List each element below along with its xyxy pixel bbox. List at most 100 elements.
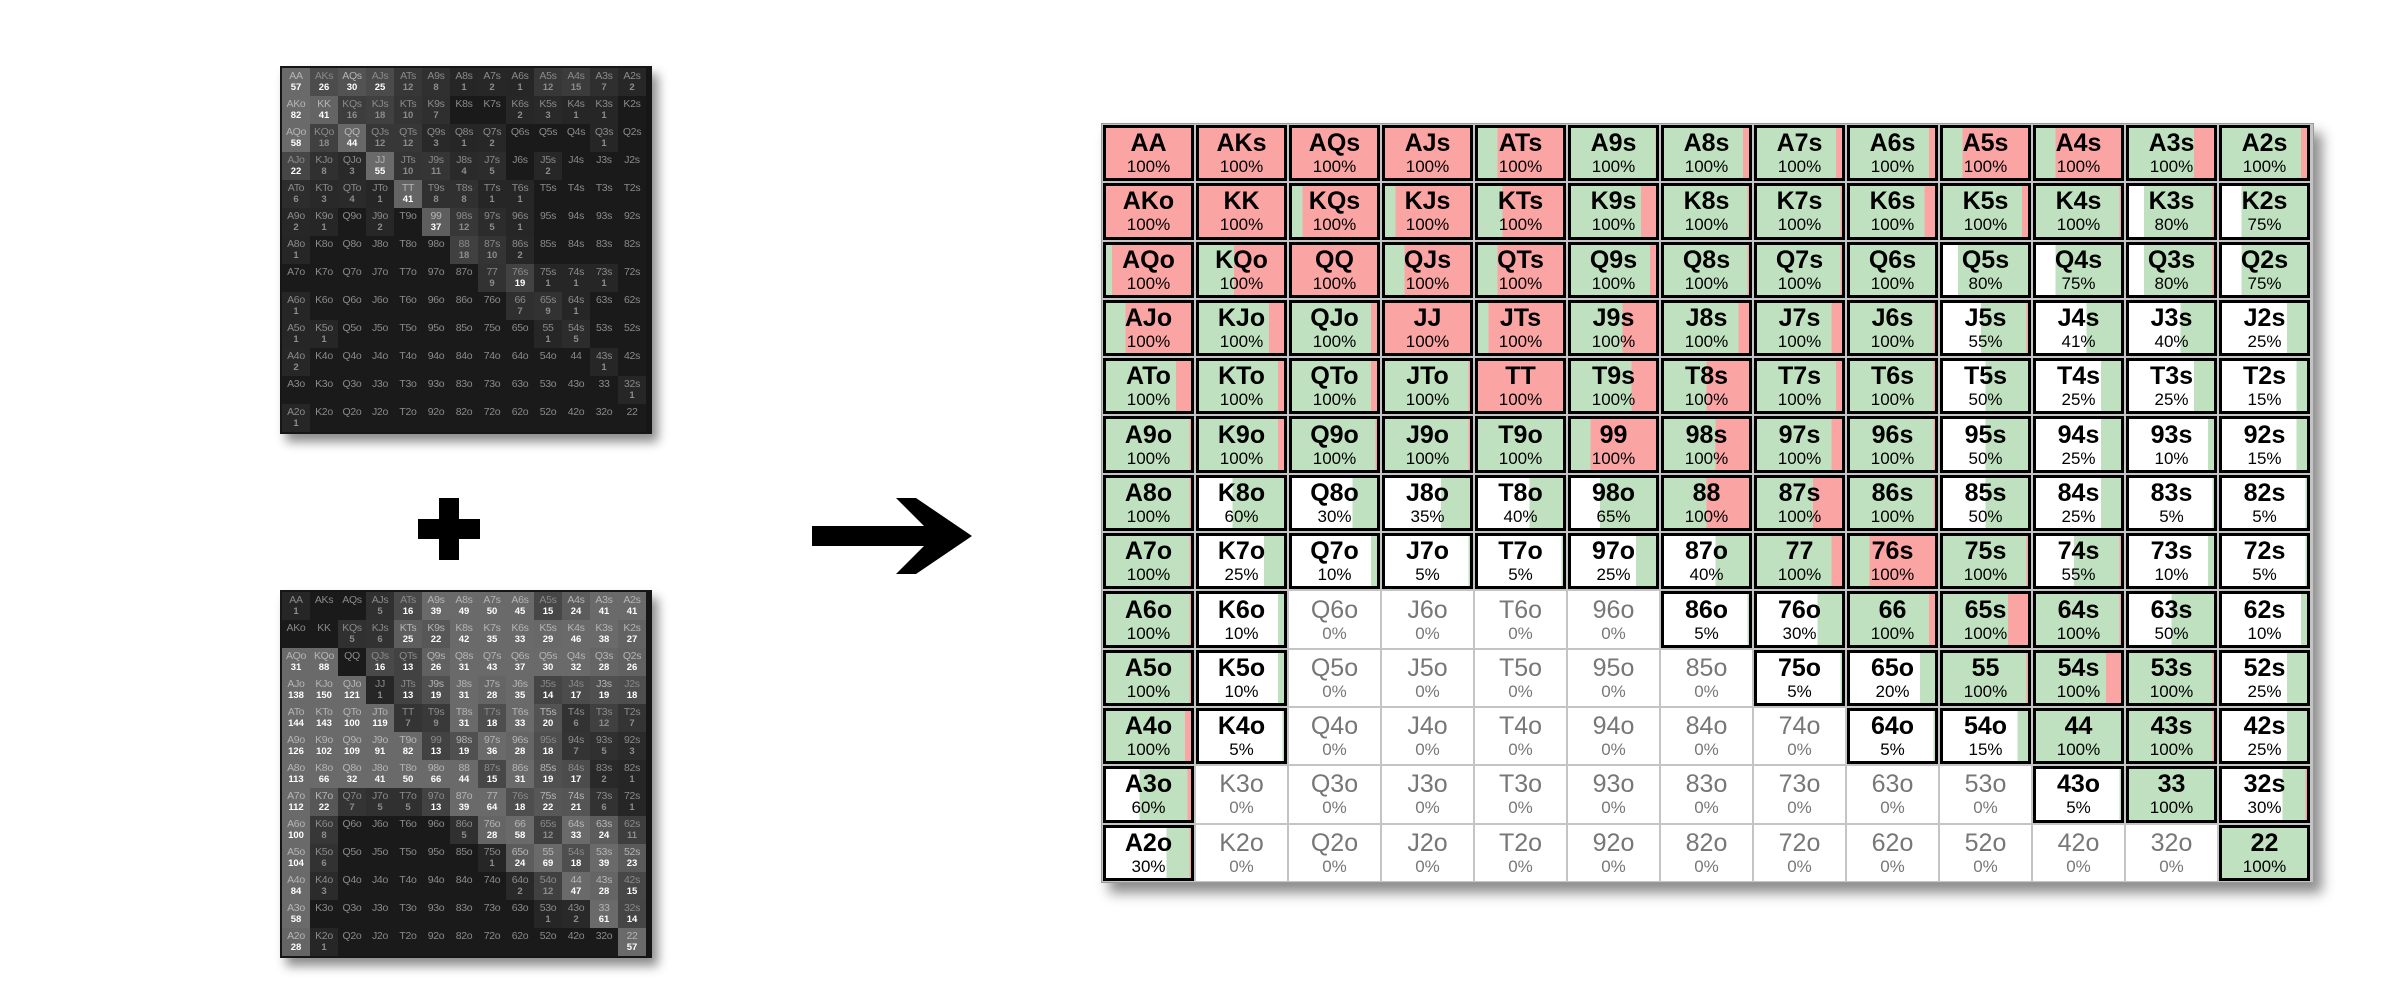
range-cell[interactable]: Q8o 30%: [1288, 473, 1381, 533]
range-cell[interactable]: 22 100%: [2218, 823, 2311, 882]
range-cell[interactable]: A9s 100%: [1567, 124, 1660, 183]
range-cell[interactable]: 88 100%: [1660, 473, 1753, 533]
range-cell[interactable]: Q5o 0%: [1288, 648, 1381, 707]
range-cell[interactable]: 99 100%: [1567, 415, 1660, 474]
range-cell[interactable]: AKo 100%: [1102, 182, 1195, 241]
range-cell[interactable]: QTo 100%: [1288, 357, 1381, 416]
range-cell[interactable]: 93s 10%: [2125, 415, 2218, 474]
range-cell[interactable]: 82o 0%: [1660, 823, 1753, 882]
range-cell[interactable]: 53o 0%: [1939, 765, 2032, 824]
range-cell[interactable]: KK 100%: [1195, 182, 1288, 241]
range-cell[interactable]: 86o 5%: [1660, 590, 1753, 649]
range-cell[interactable]: J9s 100%: [1567, 298, 1660, 358]
range-cell[interactable]: AJs 100%: [1381, 124, 1474, 183]
range-cell[interactable]: JTs 100%: [1474, 298, 1567, 358]
range-cell[interactable]: J3s 40%: [2125, 298, 2218, 358]
range-cell[interactable]: 97s 100%: [1753, 415, 1846, 474]
range-cell[interactable]: 77 100%: [1753, 532, 1846, 591]
range-cell[interactable]: A6o 100%: [1102, 590, 1195, 649]
range-cell[interactable]: 53s 100%: [2125, 648, 2218, 707]
range-cell[interactable]: 64s 100%: [2032, 590, 2125, 649]
range-cell[interactable]: 73s 10%: [2125, 532, 2218, 591]
range-cell[interactable]: 92o 0%: [1567, 823, 1660, 882]
range-cell[interactable]: T9s 100%: [1567, 357, 1660, 416]
range-cell[interactable]: K8s 100%: [1660, 182, 1753, 241]
range-cell[interactable]: 43s 100%: [2125, 706, 2218, 766]
range-cell[interactable]: J7s 100%: [1753, 298, 1846, 358]
range-cell[interactable]: T9o 100%: [1474, 415, 1567, 474]
range-cell[interactable]: A5s 100%: [1939, 124, 2032, 183]
range-cell[interactable]: T7o 5%: [1474, 532, 1567, 591]
range-cell[interactable]: QTs 100%: [1474, 240, 1567, 299]
range-cell[interactable]: AQo 100%: [1102, 240, 1195, 299]
range-cell[interactable]: 42o 0%: [2032, 823, 2125, 882]
range-cell[interactable]: K9o 100%: [1195, 415, 1288, 474]
range-cell[interactable]: K2s 75%: [2218, 182, 2311, 241]
range-cell[interactable]: T6o 0%: [1474, 590, 1567, 649]
range-cell[interactable]: Q5s 80%: [1939, 240, 2032, 299]
range-cell[interactable]: 87o 40%: [1660, 532, 1753, 591]
range-cell[interactable]: 83s 5%: [2125, 473, 2218, 533]
range-cell[interactable]: 95o 0%: [1567, 648, 1660, 707]
range-cell[interactable]: T4o 0%: [1474, 706, 1567, 766]
range-cell[interactable]: A4s 100%: [2032, 124, 2125, 183]
range-cell[interactable]: T3o 0%: [1474, 765, 1567, 824]
range-cell[interactable]: J8s 100%: [1660, 298, 1753, 358]
range-cell[interactable]: JTo 100%: [1381, 357, 1474, 416]
range-cell[interactable]: J7o 5%: [1381, 532, 1474, 591]
range-cell[interactable]: A3o 60%: [1102, 765, 1195, 824]
range-cell[interactable]: T6s 100%: [1846, 357, 1939, 416]
range-cell[interactable]: A7o 100%: [1102, 532, 1195, 591]
range-cell[interactable]: A7s 100%: [1753, 124, 1846, 183]
range-cell[interactable]: J9o 100%: [1381, 415, 1474, 474]
range-cell[interactable]: A6s 100%: [1846, 124, 1939, 183]
range-cell[interactable]: 54s 100%: [2032, 648, 2125, 707]
range-cell[interactable]: TT 100%: [1474, 357, 1567, 416]
range-cell[interactable]: 52o 0%: [1939, 823, 2032, 882]
range-cell[interactable]: T8s 100%: [1660, 357, 1753, 416]
range-cell[interactable]: 84s 25%: [2032, 473, 2125, 533]
range-cell[interactable]: 55 100%: [1939, 648, 2032, 707]
range-cell[interactable]: K7s 100%: [1753, 182, 1846, 241]
range-cell[interactable]: 94o 0%: [1567, 706, 1660, 766]
range-cell[interactable]: ATs 100%: [1474, 124, 1567, 183]
range-cell[interactable]: AJo 100%: [1102, 298, 1195, 358]
range-cell[interactable]: Q3s 80%: [2125, 240, 2218, 299]
range-cell[interactable]: 82s 5%: [2218, 473, 2311, 533]
range-cell[interactable]: 76o 30%: [1753, 590, 1846, 649]
range-cell[interactable]: J5s 55%: [1939, 298, 2032, 358]
range-cell[interactable]: T2o 0%: [1474, 823, 1567, 882]
range-cell[interactable]: A5o 100%: [1102, 648, 1195, 707]
range-cell[interactable]: J2o 0%: [1381, 823, 1474, 882]
range-cell[interactable]: AQs 100%: [1288, 124, 1381, 183]
range-cell[interactable]: Q8s 100%: [1660, 240, 1753, 299]
range-cell[interactable]: AA 100%: [1102, 124, 1195, 183]
range-cell[interactable]: 62s 10%: [2218, 590, 2311, 649]
range-cell[interactable]: Q6s 100%: [1846, 240, 1939, 299]
range-cell[interactable]: 72s 5%: [2218, 532, 2311, 591]
range-cell[interactable]: 43o 5%: [2032, 765, 2125, 824]
range-cell[interactable]: J4o 0%: [1381, 706, 1474, 766]
range-cell[interactable]: 94s 25%: [2032, 415, 2125, 474]
range-cell[interactable]: 44 100%: [2032, 706, 2125, 766]
range-cell[interactable]: Q4s 75%: [2032, 240, 2125, 299]
range-cell[interactable]: 75s 100%: [1939, 532, 2032, 591]
range-cell[interactable]: KTo 100%: [1195, 357, 1288, 416]
range-cell[interactable]: QJo 100%: [1288, 298, 1381, 358]
range-cell[interactable]: 65s 100%: [1939, 590, 2032, 649]
range-cell[interactable]: 74s 55%: [2032, 532, 2125, 591]
range-cell[interactable]: K4o 5%: [1195, 706, 1288, 766]
range-cell[interactable]: J3o 0%: [1381, 765, 1474, 824]
range-cell[interactable]: 92s 15%: [2218, 415, 2311, 474]
range-cell[interactable]: 63o 0%: [1846, 765, 1939, 824]
range-cell[interactable]: KTs 100%: [1474, 182, 1567, 241]
range-cell[interactable]: K7o 25%: [1195, 532, 1288, 591]
range-cell[interactable]: A2o 30%: [1102, 823, 1195, 882]
range-cell[interactable]: A4o 100%: [1102, 706, 1195, 766]
range-cell[interactable]: A8s 100%: [1660, 124, 1753, 183]
range-cell[interactable]: 33 100%: [2125, 765, 2218, 824]
range-cell[interactable]: T3s 25%: [2125, 357, 2218, 416]
range-cell[interactable]: K2o 0%: [1195, 823, 1288, 882]
range-cell[interactable]: J5o 0%: [1381, 648, 1474, 707]
range-cell[interactable]: 42s 25%: [2218, 706, 2311, 766]
